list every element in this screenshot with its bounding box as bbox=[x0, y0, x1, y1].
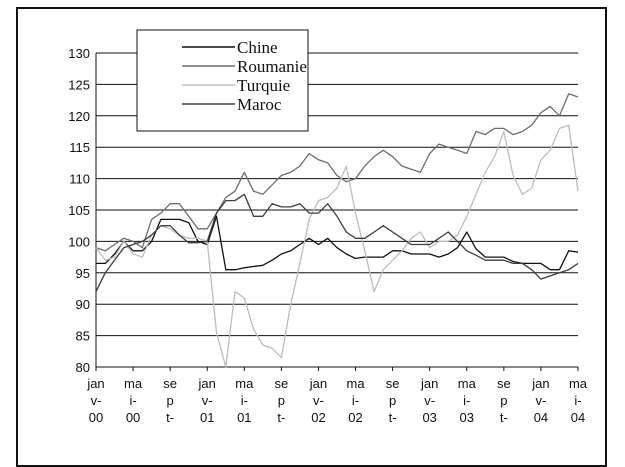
x-tick-label-line: p bbox=[167, 393, 174, 408]
x-tick-label-line: 00 bbox=[89, 410, 103, 425]
x-tick-label: se p t- bbox=[497, 376, 511, 425]
y-tick-label: 110 bbox=[69, 172, 90, 187]
x-tick-label-line: t- bbox=[166, 410, 174, 425]
x-tick-label-line: jan bbox=[531, 376, 549, 391]
x-tick-label-line: se bbox=[163, 376, 177, 391]
x-tick-label-line: t- bbox=[500, 410, 508, 425]
x-tick-label-line: 02 bbox=[311, 410, 325, 425]
legend-label: Roumanie bbox=[237, 57, 307, 76]
legend-label: Chine bbox=[237, 38, 278, 57]
y-axis-ticks: 80 85 90 95 100 105 110 115 120 125 130 bbox=[68, 46, 90, 375]
x-tick-label: ma i- 01 bbox=[235, 376, 254, 425]
series-line-roumanie bbox=[95, 93, 579, 252]
y-tick-label: 125 bbox=[68, 77, 90, 92]
x-tick-label: se p t- bbox=[386, 376, 400, 425]
x-tick-label: se p t- bbox=[163, 376, 177, 425]
x-tick-label-line: 02 bbox=[348, 410, 362, 425]
series-line-turquie bbox=[95, 124, 579, 368]
x-tick-label-line: se bbox=[386, 376, 400, 391]
x-tick-label-line: ma bbox=[347, 376, 366, 391]
y-tick-label: 80 bbox=[76, 360, 90, 375]
x-tick-label-line: ma bbox=[569, 376, 588, 391]
x-tick-label: jan v- 00 bbox=[86, 376, 104, 425]
x-tick-label: ma i- 03 bbox=[458, 376, 477, 425]
x-tick-label-line: v- bbox=[313, 393, 324, 408]
legend-label: Maroc bbox=[237, 95, 282, 114]
y-tick-label: 85 bbox=[76, 329, 90, 344]
y-tick-label: 115 bbox=[69, 140, 90, 155]
x-tick-label-line: v- bbox=[424, 393, 435, 408]
x-tick-label: jan v- 03 bbox=[420, 376, 438, 425]
line-chart: 80 85 90 95 100 105 110 115 120 125 130 jan v- 00 ma i… bbox=[68, 29, 588, 425]
x-tick-label: jan v- 02 bbox=[309, 376, 327, 425]
chart-frame bbox=[16, 7, 607, 467]
x-tick-label-line: 04 bbox=[534, 410, 548, 425]
x-tick-label: jan v- 01 bbox=[198, 376, 216, 425]
y-tick-label: 90 bbox=[76, 297, 90, 312]
x-tick-label: ma i- 00 bbox=[124, 376, 143, 425]
x-tick-label-line: p bbox=[500, 393, 507, 408]
x-tick-label-line: jan bbox=[309, 376, 327, 391]
x-tick-label-line: t- bbox=[389, 410, 397, 425]
y-tick-label: 95 bbox=[76, 266, 90, 281]
y-tick-label: 100 bbox=[68, 234, 90, 249]
x-axis-ticks: jan v- 00 ma i- 00 se p t-jan v- 01 ma i- 01 se p t-jan v… bbox=[86, 367, 588, 425]
x-tick-label-line: v- bbox=[202, 393, 213, 408]
x-tick-label-line: jan bbox=[198, 376, 216, 391]
x-tick-label-line: t- bbox=[277, 410, 285, 425]
x-tick-label-line: v- bbox=[536, 393, 547, 408]
x-tick-label-line: 00 bbox=[126, 410, 140, 425]
x-tick-label-line: jan bbox=[420, 376, 438, 391]
x-tick-label-line: 03 bbox=[460, 410, 474, 425]
x-tick-label: se p t- bbox=[275, 376, 289, 425]
x-tick-label-line: v- bbox=[91, 393, 102, 408]
x-tick-label-line: i- bbox=[574, 393, 581, 408]
x-tick-label-line: p bbox=[278, 393, 285, 408]
x-tick-label: ma i- 04 bbox=[569, 376, 588, 425]
x-tick-label-line: 01 bbox=[200, 410, 214, 425]
x-tick-label-line: 04 bbox=[571, 410, 585, 425]
y-tick-label: 105 bbox=[68, 203, 90, 218]
series-line-maroc bbox=[95, 193, 579, 292]
x-tick-label: ma i- 02 bbox=[347, 376, 366, 425]
x-tick-label: jan v- 04 bbox=[531, 376, 549, 425]
x-tick-label-line: jan bbox=[86, 376, 104, 391]
x-tick-label-line: se bbox=[497, 376, 511, 391]
y-tick-label: 130 bbox=[68, 46, 90, 61]
x-tick-label-line: i- bbox=[129, 393, 136, 408]
series-lines bbox=[95, 93, 579, 368]
y-tick-label: 120 bbox=[68, 109, 90, 124]
x-tick-label-line: ma bbox=[458, 376, 477, 391]
x-tick-label-line: i- bbox=[463, 393, 470, 408]
x-tick-label-line: se bbox=[275, 376, 289, 391]
x-tick-label-line: p bbox=[389, 393, 396, 408]
legend-label: Turquie bbox=[237, 76, 290, 95]
series-line-chine bbox=[96, 215, 579, 271]
x-tick-label-line: ma bbox=[124, 376, 143, 391]
x-tick-label-line: i- bbox=[241, 393, 248, 408]
x-tick-label-line: 01 bbox=[237, 410, 251, 425]
x-tick-label-line: ma bbox=[235, 376, 254, 391]
x-tick-label-line: i- bbox=[352, 393, 359, 408]
x-tick-label-line: 03 bbox=[422, 410, 436, 425]
